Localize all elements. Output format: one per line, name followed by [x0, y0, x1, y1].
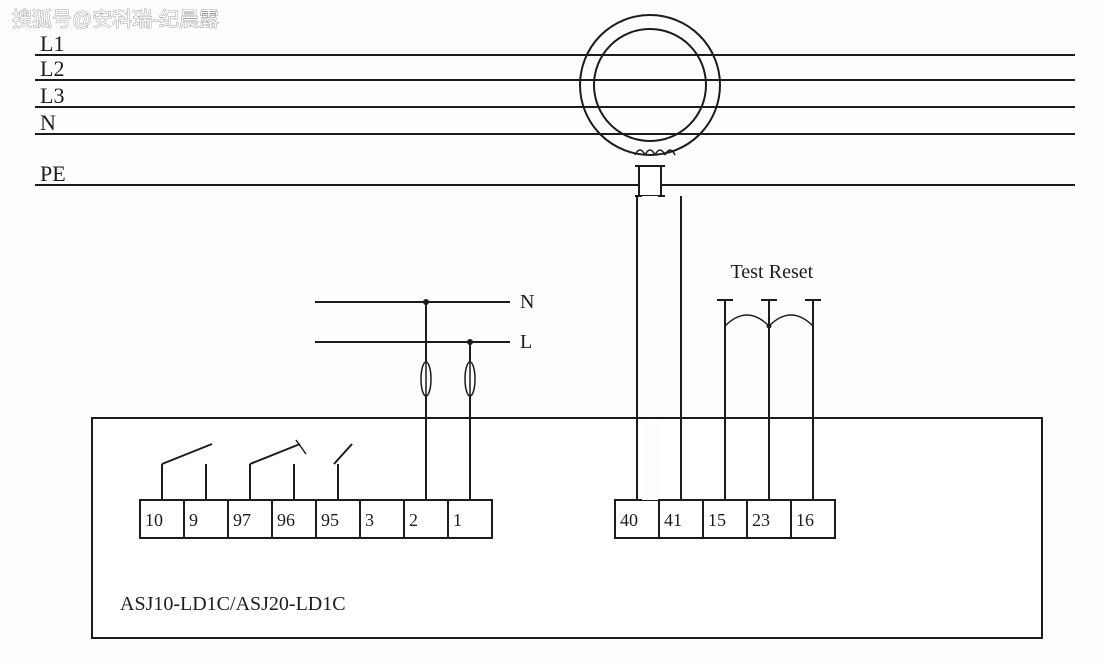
watermark-text: 搜狐号@安科瑞-纪晨露 — [12, 8, 219, 31]
terminal-right-label: 15 — [708, 510, 726, 530]
bus-label: L3 — [40, 83, 64, 108]
junction-dot — [423, 299, 429, 305]
bus-label: N — [40, 110, 56, 135]
test-label: Test — [730, 261, 763, 283]
n-label: N — [520, 291, 534, 313]
terminal-left-label: 95 — [321, 510, 339, 530]
terminal-right-label: 41 — [664, 510, 682, 530]
bus-label: L2 — [40, 56, 64, 81]
wiring-diagram: L1L2L3NPE1099796953214041152316NLTestRes… — [0, 0, 1102, 666]
reset-label: Reset — [769, 261, 814, 283]
bus-label: PE — [40, 161, 66, 186]
terminal-right-label: 23 — [752, 510, 770, 530]
terminal-right-label: 16 — [796, 510, 814, 530]
terminal-left-label: 9 — [189, 510, 198, 530]
junction-dot — [767, 324, 772, 329]
terminal-left-label: 10 — [145, 510, 163, 530]
terminal-left-label: 97 — [233, 510, 251, 530]
terminal-left-label: 3 — [365, 510, 374, 530]
terminal-left-label: 2 — [409, 510, 418, 530]
junction-dot — [467, 339, 473, 345]
terminal-left-label: 96 — [277, 510, 295, 530]
ct-neck — [639, 166, 661, 196]
terminal-left-label: 1 — [453, 510, 462, 530]
terminal-right-label: 40 — [620, 510, 638, 530]
bus-label: L1 — [40, 31, 64, 56]
l-label: L — [520, 331, 532, 353]
device-model-label: ASJ10-LD1C/ASJ20-LD1C — [120, 593, 346, 615]
